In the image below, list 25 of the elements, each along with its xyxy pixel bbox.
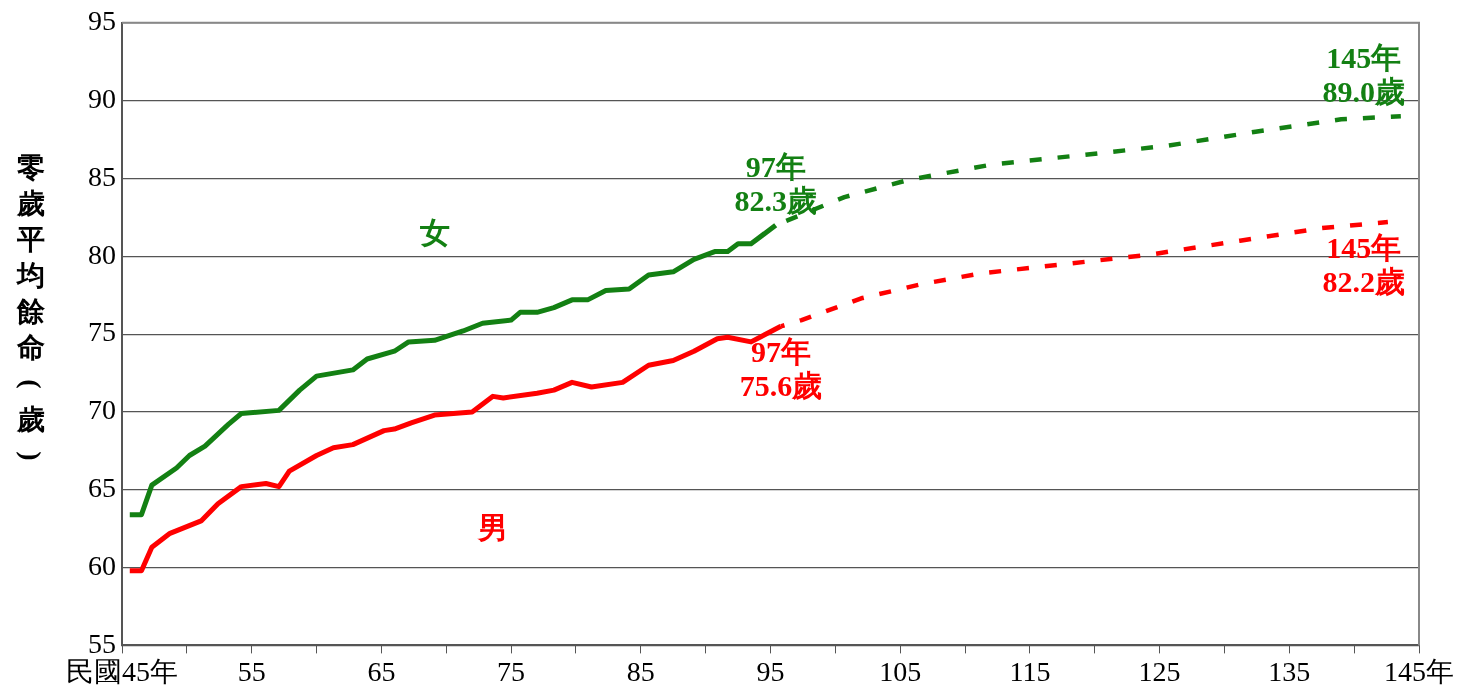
text: 零歲平均餘命(歲) <box>16 152 47 461</box>
x-tick-label: 85 <box>626 655 655 687</box>
annotation: 97年 82.3歲 <box>734 150 817 218</box>
y-tick-label: 65 <box>88 472 116 504</box>
x-tick-label: 95 <box>756 655 785 687</box>
text: 女 <box>418 216 450 250</box>
x-tick-label: 125 <box>1138 655 1181 687</box>
y-tick-label: 60 <box>88 549 116 581</box>
x-tick-label: 145年 <box>1384 655 1454 687</box>
annotation: 145年 89.0歲 <box>1322 41 1405 109</box>
y-tick-label: 90 <box>88 82 116 114</box>
x-tick-label: 75 <box>497 655 526 687</box>
y-tick-label: 80 <box>88 238 116 270</box>
y-tick-label: 95 <box>88 5 116 37</box>
x-tick-label: 55 <box>237 655 266 687</box>
x-tick-label: 105 <box>879 655 922 687</box>
y-tick-label: 85 <box>88 160 116 192</box>
text: 男 <box>476 511 508 545</box>
x-tick-label: 135 <box>1268 655 1311 687</box>
x-tick-label: 65 <box>367 655 396 687</box>
annotation: 145年 82.2歲 <box>1322 231 1405 299</box>
annotation: 97年 75.6歲 <box>739 335 823 403</box>
y-tick-label: 75 <box>88 316 116 348</box>
y-tick-label: 70 <box>88 394 116 426</box>
x-tick-label: 115 <box>1009 655 1051 687</box>
